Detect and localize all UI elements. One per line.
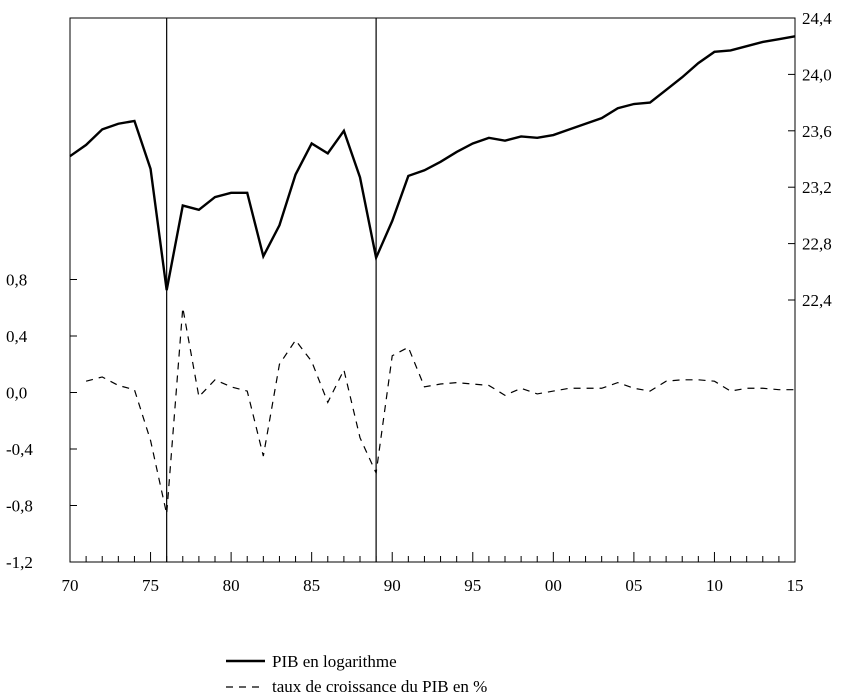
x-tick-label: 90 — [384, 576, 401, 595]
left-tick-label: 0,0 — [6, 384, 27, 403]
x-tick-label: 15 — [787, 576, 804, 595]
right-tick-label: 22,4 — [802, 291, 832, 310]
x-tick-label: 00 — [545, 576, 562, 595]
x-tick-label: 75 — [142, 576, 159, 595]
x-tick-label: 10 — [706, 576, 723, 595]
legend-label-pib-log: PIB en logarithme — [272, 652, 397, 671]
right-axis-ticks: 24,4 24,0 23,6 23,2 22,8 22,4 — [788, 9, 832, 310]
right-tick-label: 23,2 — [802, 178, 832, 197]
left-tick-label: -0,8 — [6, 497, 33, 516]
series-group — [69, 35, 796, 515]
log-gdp-line — [69, 35, 796, 291]
x-tick-label: 70 — [62, 576, 79, 595]
x-tick-label: 05 — [625, 576, 642, 595]
right-tick-label: 24,4 — [802, 9, 832, 28]
growth-rate-line — [85, 307, 795, 515]
legend-label-growth: taux de croissance du PIB en % — [272, 677, 487, 696]
x-tick-label: 95 — [464, 576, 481, 595]
left-tick-label: -0,4 — [6, 440, 33, 459]
legend: PIB en logarithme taux de croissance du … — [226, 652, 487, 696]
x-tick-label: 85 — [303, 576, 320, 595]
right-tick-label: 24,0 — [802, 65, 832, 84]
left-tick-label: -1,2 — [6, 553, 33, 572]
left-tick-label: 0,8 — [6, 271, 27, 290]
x-axis-ticks: 70 75 80 85 90 95 00 05 10 15 — [62, 552, 804, 595]
right-tick-label: 23,6 — [802, 122, 832, 141]
plot-frame — [69, 17, 796, 563]
left-axis-ticks: 0,8 0,4 0,0 -0,4 -0,8 -1,2 — [6, 271, 77, 572]
x-tick-label: 80 — [223, 576, 240, 595]
right-tick-label: 22,8 — [802, 235, 832, 254]
event-lines — [166, 18, 377, 562]
left-tick-label: 0,4 — [6, 327, 28, 346]
